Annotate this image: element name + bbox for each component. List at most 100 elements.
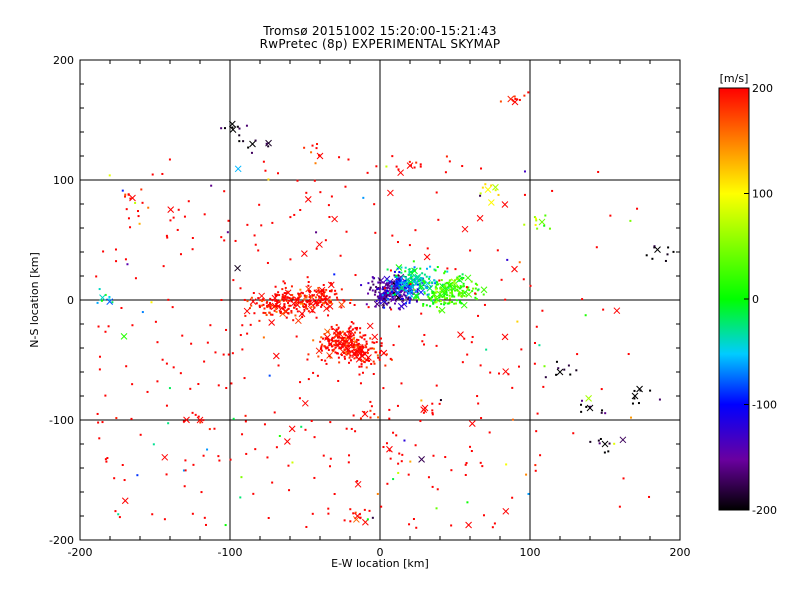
data-point	[129, 194, 136, 202]
data-point	[329, 421, 332, 424]
data-point	[395, 287, 398, 290]
colorbar-tick-label: -100	[752, 399, 777, 412]
data-point	[414, 229, 417, 232]
data-point	[539, 454, 542, 457]
data-point	[438, 294, 441, 297]
data-point	[295, 335, 298, 338]
data-point	[98, 437, 101, 440]
data-point	[416, 288, 419, 291]
data-point	[257, 249, 260, 252]
data-point	[447, 302, 450, 305]
data-point	[308, 296, 311, 299]
data-point	[271, 299, 274, 302]
data-point	[648, 495, 651, 498]
data-point	[474, 292, 477, 295]
data-point	[341, 339, 344, 342]
data-point	[397, 462, 400, 465]
data-point	[348, 356, 351, 359]
data-point	[368, 509, 371, 512]
data-point	[182, 469, 185, 472]
data-point	[267, 145, 270, 148]
data-point	[305, 296, 308, 299]
data-point	[310, 151, 313, 154]
data-point	[411, 292, 414, 295]
data-point	[245, 452, 248, 455]
data-point	[609, 214, 612, 217]
data-point	[349, 508, 352, 511]
data-point	[252, 492, 255, 495]
data-point	[156, 380, 159, 383]
data-point	[336, 298, 339, 301]
data-point	[654, 246, 661, 253]
data-point	[369, 416, 372, 419]
data-point	[421, 340, 424, 343]
data-point	[104, 458, 107, 461]
data-point	[483, 303, 486, 306]
data-point	[291, 461, 294, 464]
data-point	[458, 291, 461, 294]
data-point	[418, 456, 425, 463]
data-point	[301, 300, 304, 303]
data-point	[238, 140, 241, 143]
data-point	[344, 342, 347, 345]
data-point	[350, 298, 353, 301]
data-point	[287, 464, 290, 467]
data-point	[298, 293, 301, 296]
data-point	[305, 294, 308, 297]
data-point	[291, 297, 294, 300]
data-point	[355, 338, 358, 341]
data-point	[435, 344, 438, 347]
data-point	[254, 243, 257, 246]
data-point	[410, 284, 413, 287]
data-point	[388, 294, 391, 297]
data-point	[333, 493, 336, 496]
data-point	[355, 356, 358, 359]
data-point	[466, 287, 469, 290]
data-point	[191, 512, 194, 515]
data-point	[430, 299, 433, 302]
data-point	[393, 292, 396, 295]
data-point	[317, 286, 320, 289]
data-point	[303, 308, 306, 311]
data-point	[111, 301, 114, 304]
data-point	[354, 511, 357, 514]
data-point	[278, 304, 286, 312]
data-point	[374, 231, 377, 234]
data-point	[168, 387, 171, 390]
data-point	[407, 278, 414, 286]
data-point	[321, 303, 324, 306]
data-point	[197, 383, 200, 386]
data-point	[470, 280, 473, 283]
data-point	[380, 505, 383, 508]
data-point	[223, 190, 226, 193]
data-point	[161, 172, 164, 175]
data-point	[386, 445, 393, 453]
data-point	[125, 208, 128, 211]
data-point	[183, 215, 186, 218]
data-point	[293, 306, 296, 309]
data-point	[443, 303, 446, 306]
data-point	[139, 433, 142, 436]
data-point	[278, 300, 281, 303]
data-point	[544, 376, 547, 379]
data-point	[279, 311, 282, 314]
data-point	[459, 300, 462, 303]
data-point	[529, 284, 532, 287]
data-point	[306, 300, 309, 303]
data-point	[398, 288, 401, 291]
data-point	[320, 349, 323, 352]
data-point	[338, 347, 341, 350]
data-point	[400, 283, 407, 291]
data-point	[322, 283, 325, 286]
data-point	[329, 465, 332, 468]
data-point	[406, 292, 409, 295]
data-point	[331, 339, 334, 342]
data-point	[352, 343, 355, 346]
data-point	[326, 337, 329, 340]
data-point	[433, 268, 436, 271]
data-point	[141, 311, 144, 314]
data-point	[363, 357, 366, 360]
data-point	[471, 335, 474, 338]
data-point	[460, 302, 463, 305]
data-point	[341, 330, 344, 333]
